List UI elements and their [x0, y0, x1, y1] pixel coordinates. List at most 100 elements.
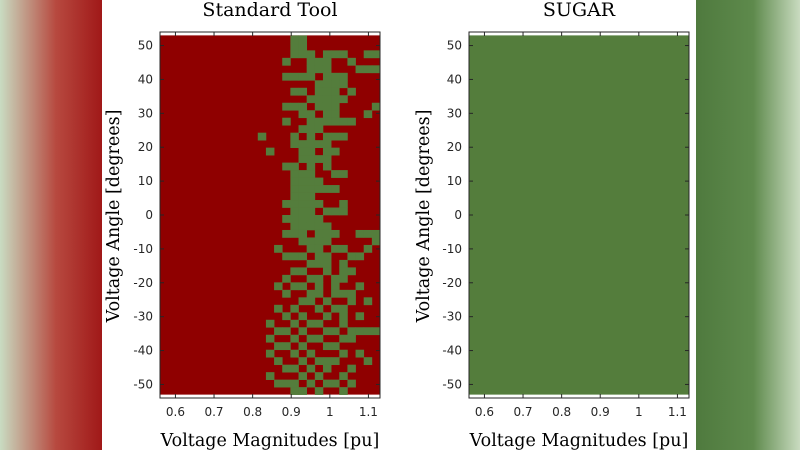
heatmap-cell	[274, 342, 283, 351]
heatmap-cell	[290, 319, 299, 328]
heatmap-cell	[322, 312, 332, 321]
heatmap-cell	[371, 327, 381, 336]
heatmap-cell	[306, 185, 316, 193]
heatmap-cell	[322, 297, 332, 306]
heatmap-cell	[290, 50, 299, 59]
heatmap-cell	[355, 282, 365, 291]
right-blurred-edge	[696, 0, 800, 450]
heatmap-cell	[290, 35, 299, 44]
heatmap-cell	[298, 207, 308, 216]
heatmap-cell	[322, 140, 332, 148]
heatmap-cell	[306, 297, 316, 306]
heatmap-cell	[314, 215, 324, 223]
heatmap-cell	[290, 102, 299, 111]
y-tick-label: 40	[447, 72, 462, 86]
heatmap-cell	[274, 379, 283, 388]
heatmap-cell	[347, 379, 356, 388]
heatmap-cell	[363, 297, 373, 306]
heatmap-background	[469, 35, 689, 395]
x-tick-label: 0.8	[552, 405, 571, 419]
heatmap-cell	[298, 357, 308, 366]
heatmap-cell	[306, 57, 316, 66]
heatmap-cell	[306, 192, 316, 201]
heatmap-cell	[363, 357, 373, 366]
heatmap-cell	[322, 267, 332, 276]
y-tick-label: 40	[138, 72, 153, 86]
heatmap-cell	[298, 147, 308, 156]
heatmap-cell	[282, 289, 291, 298]
heatmap-cell	[322, 155, 332, 163]
heatmap-cell	[355, 349, 365, 358]
heatmap-cell	[322, 327, 332, 336]
heatmap-cell	[322, 185, 332, 193]
heatmap-cell	[347, 117, 356, 126]
heatmap-cell	[314, 282, 324, 291]
heatmap-cell	[290, 140, 299, 148]
heatmap-cell	[282, 379, 291, 388]
heatmap-cell	[306, 349, 316, 358]
y-tick-label: 0	[454, 208, 462, 222]
subplot-sugar: SUGAR 0.6 0.7 0.8 0.9 1 1.1 50 40 30 20 10 0 -10 -20 -…	[414, 0, 690, 451]
heatmap-cell	[314, 304, 324, 313]
heatmap-cell	[274, 327, 283, 336]
y-tick-label: 0	[145, 208, 153, 222]
heatmap-cell	[339, 50, 348, 59]
heatmap-cell	[306, 259, 316, 268]
heatmap-cell	[298, 42, 308, 51]
heatmap-cell	[322, 132, 332, 141]
heatmap-cell	[298, 387, 308, 395]
heatmap-cell	[314, 155, 324, 163]
heatmap-cell	[290, 192, 299, 201]
y-tick-label: 20	[138, 140, 153, 154]
heatmap-cell	[265, 319, 275, 328]
heatmap-cell	[322, 379, 332, 388]
heatmap-cell	[290, 72, 299, 81]
heatmap-cell	[331, 379, 340, 388]
heatmap-cell	[371, 50, 381, 59]
x-tick-label: 0.7	[513, 405, 532, 419]
heatmap-cell	[339, 289, 348, 298]
heatmap-cell	[322, 80, 332, 89]
heatmap-cell	[314, 117, 324, 126]
heatmap-cell	[331, 207, 340, 216]
heatmap-cell	[339, 132, 348, 141]
x-tick-label: 0.8	[243, 405, 262, 419]
heatmap-cell	[282, 162, 291, 171]
heatmap-cell	[282, 200, 291, 208]
heatmap-cell	[355, 312, 365, 321]
heatmap-cell	[306, 215, 316, 223]
heatmap-cell	[347, 57, 356, 66]
heatmap-cell	[290, 379, 299, 388]
heatmap-cell	[306, 110, 316, 119]
y-tick-label: 30	[447, 106, 462, 120]
heatmap-cell	[306, 162, 316, 171]
heatmap-cell	[298, 185, 308, 193]
x-tick-label: 0.9	[282, 405, 301, 419]
heatmap-cell	[322, 259, 332, 268]
y-axis-label: Voltage Angle [degrees]	[104, 110, 124, 324]
heatmap-cell	[339, 207, 348, 216]
heatmap-cell	[298, 237, 308, 246]
heatmap-cell	[282, 102, 291, 111]
heatmap-cell	[314, 244, 324, 253]
x-tick-label: 0.9	[591, 405, 610, 419]
heatmap-cell	[339, 117, 348, 126]
heatmap-cell	[331, 357, 340, 366]
heatmap-cell	[314, 57, 324, 66]
heatmap-cell	[331, 244, 340, 253]
y-tick-label: 30	[138, 106, 153, 120]
heatmap-cell	[339, 72, 348, 81]
heatmap-cell	[347, 87, 356, 96]
heatmap-cell	[331, 50, 340, 59]
heatmap-cell	[298, 282, 308, 291]
y-tick-label: -30	[133, 310, 153, 324]
heatmap-cell	[306, 200, 316, 208]
heatmap-cell	[290, 215, 299, 223]
heatmap-cell	[339, 259, 348, 268]
heatmap-cell	[314, 319, 324, 328]
heatmap-cell	[282, 274, 291, 283]
heatmap-cell	[290, 222, 299, 231]
heatmap-cell	[331, 304, 340, 313]
heatmap-cell	[290, 334, 299, 343]
heatmap-cell	[298, 297, 308, 306]
